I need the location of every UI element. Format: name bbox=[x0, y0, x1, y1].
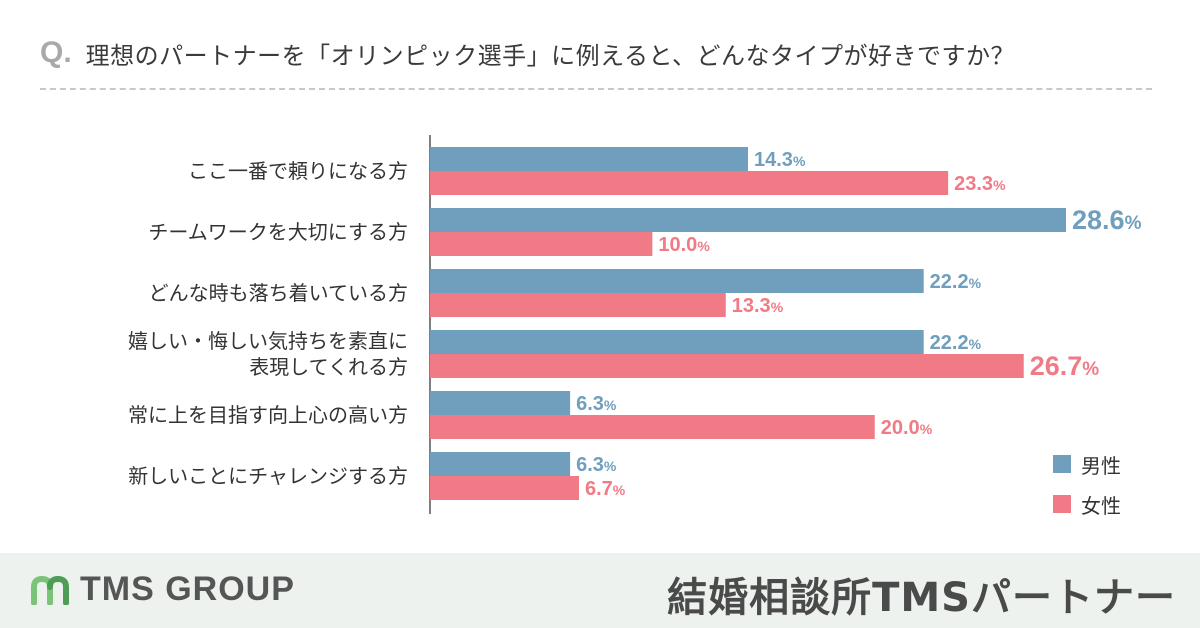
category-label: 常に上を目指す向上心の高い方 bbox=[128, 403, 408, 427]
bar-chart: ここ一番で頼りになる方 14.3% 23.3% チームワークを大切にする方 28.6% 1… bbox=[128, 135, 1142, 514]
bar-male bbox=[430, 330, 924, 354]
data-label: 20.0% bbox=[881, 417, 933, 439]
data-label: 22.2% bbox=[930, 271, 982, 293]
category-label: 新しいことにチャレンジする方 bbox=[128, 464, 408, 488]
legend-label-male: 男性 bbox=[1081, 453, 1121, 478]
data-label: 22.2% bbox=[930, 332, 982, 354]
chart-legend: 男性 女性 bbox=[1053, 444, 1163, 524]
bar-male bbox=[430, 391, 571, 415]
bar-male bbox=[430, 208, 1066, 232]
legend-item-male: 男性 bbox=[1053, 444, 1163, 484]
data-label: 28.6% bbox=[1072, 205, 1142, 235]
data-label: 26.7% bbox=[1030, 351, 1100, 381]
brand-logo: TMS GROUP bbox=[30, 569, 295, 609]
bar-female bbox=[430, 171, 949, 195]
legend-swatch-female bbox=[1053, 495, 1071, 513]
bar-female bbox=[430, 354, 1024, 378]
data-label: 10.0% bbox=[658, 234, 710, 256]
question-mark: Q. bbox=[40, 36, 72, 69]
bar-male bbox=[430, 147, 748, 171]
dashed-divider bbox=[40, 88, 1152, 90]
category-label: ここ一番で頼りになる方 bbox=[188, 159, 408, 183]
legend-item-female: 女性 bbox=[1053, 484, 1163, 524]
bar-female bbox=[430, 415, 875, 439]
data-label: 14.3% bbox=[754, 149, 806, 171]
bar-female bbox=[430, 232, 653, 256]
tms-logo-icon bbox=[31, 575, 69, 605]
legend-label-female: 女性 bbox=[1081, 493, 1121, 518]
question-header: Q. 理想のパートナーを「オリンピック選手」に例えると、どんなタイプが好きですか… bbox=[40, 28, 1170, 78]
category-label: チームワークを大切にする方 bbox=[148, 220, 408, 244]
bar-male bbox=[430, 269, 924, 293]
question-text: 理想のパートナーを「オリンピック選手」に例えると、どんなタイプが好きですか？ bbox=[85, 41, 1015, 70]
category-label: 表現してくれる方 bbox=[249, 355, 408, 379]
data-label: 6.7% bbox=[585, 478, 626, 500]
bar-female bbox=[430, 293, 726, 317]
service-name: 結婚相談所TMSパートナー bbox=[667, 575, 1176, 621]
category-label: どんな時も落ち着いている方 bbox=[149, 281, 408, 305]
category-label: 嬉しい・悔しい気持ちを素直に bbox=[128, 329, 408, 353]
legend-swatch-male bbox=[1053, 455, 1071, 473]
data-label: 23.3% bbox=[954, 173, 1006, 195]
data-label: 13.3% bbox=[732, 295, 784, 317]
data-label: 6.3% bbox=[576, 454, 617, 476]
data-label: 6.3% bbox=[576, 393, 617, 415]
footer-bar: TMS GROUP 結婚相談所TMSパートナー bbox=[0, 553, 1200, 628]
brand-name: TMS GROUP bbox=[80, 569, 295, 608]
bar-female bbox=[430, 476, 579, 500]
bar-male bbox=[430, 452, 571, 476]
